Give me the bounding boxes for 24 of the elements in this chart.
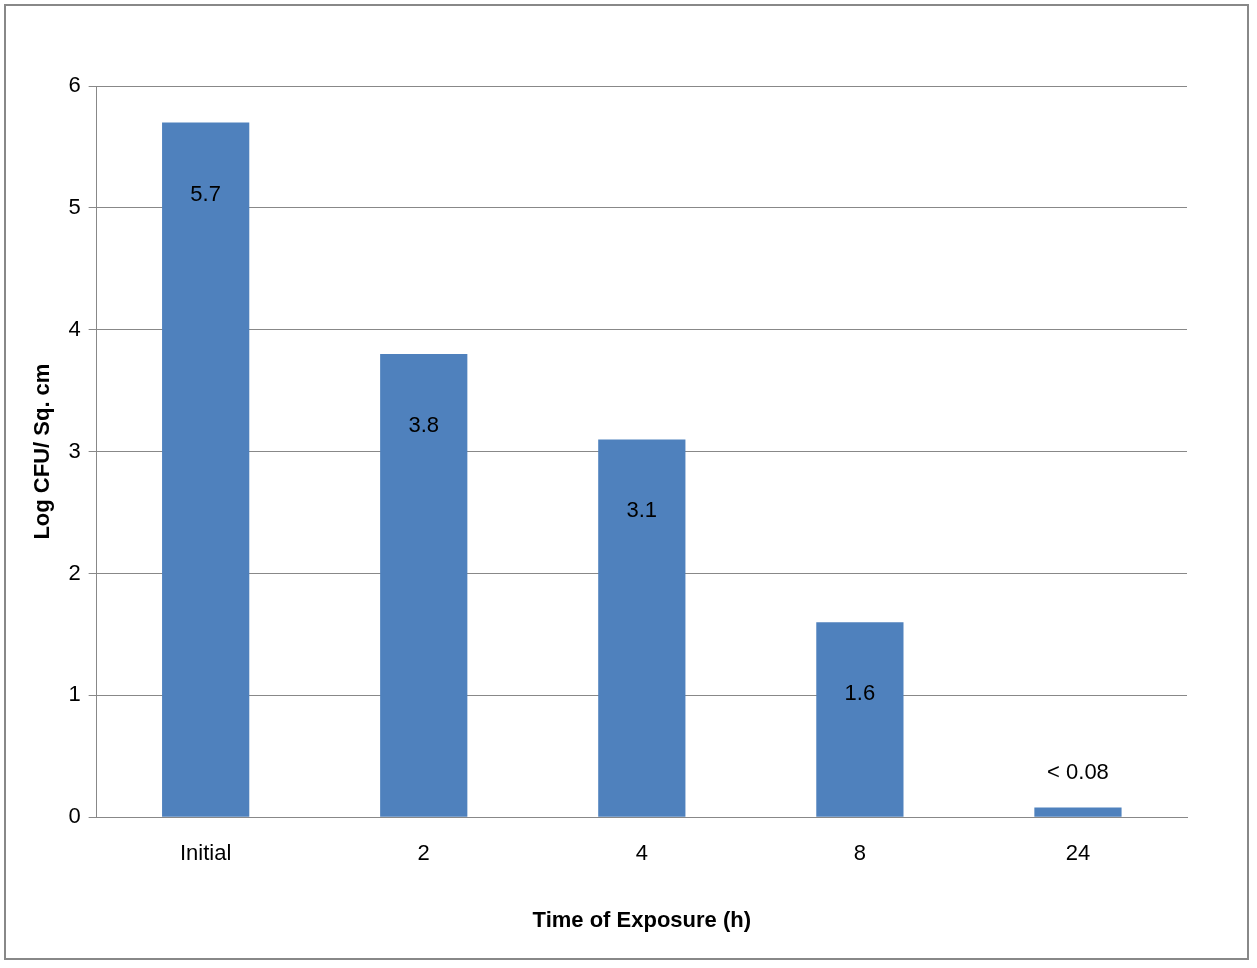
data-label: 3.1 [626, 497, 658, 523]
x-tick-label: 24 [1065, 840, 1091, 866]
bar [816, 622, 904, 817]
y-tick-label: 0 [68, 803, 81, 829]
y-tick-label: 4 [68, 315, 81, 341]
data-label: < 0.08 [1047, 758, 1109, 784]
y-tick-label: 2 [68, 559, 81, 585]
data-label: 1.6 [844, 680, 876, 706]
bar [1034, 807, 1122, 817]
y-axis-title: Log CFU/ Sq. cm [29, 363, 55, 540]
x-tick-label: Initial [179, 840, 232, 866]
x-tick-label: 8 [853, 840, 867, 866]
bar [598, 439, 686, 817]
y-tick-label: 3 [68, 437, 81, 463]
bar [380, 354, 468, 817]
y-tick-label: 6 [68, 72, 81, 98]
data-label: 3.8 [408, 412, 440, 438]
y-tick-label: 5 [68, 193, 81, 219]
x-tick-label: 2 [417, 840, 430, 866]
x-tick-label: 4 [635, 840, 648, 866]
y-tick-label: 1 [68, 681, 81, 707]
x-axis-title: Time of Exposure (h) [532, 906, 752, 932]
bar [162, 122, 250, 817]
data-label: 5.7 [190, 180, 221, 206]
